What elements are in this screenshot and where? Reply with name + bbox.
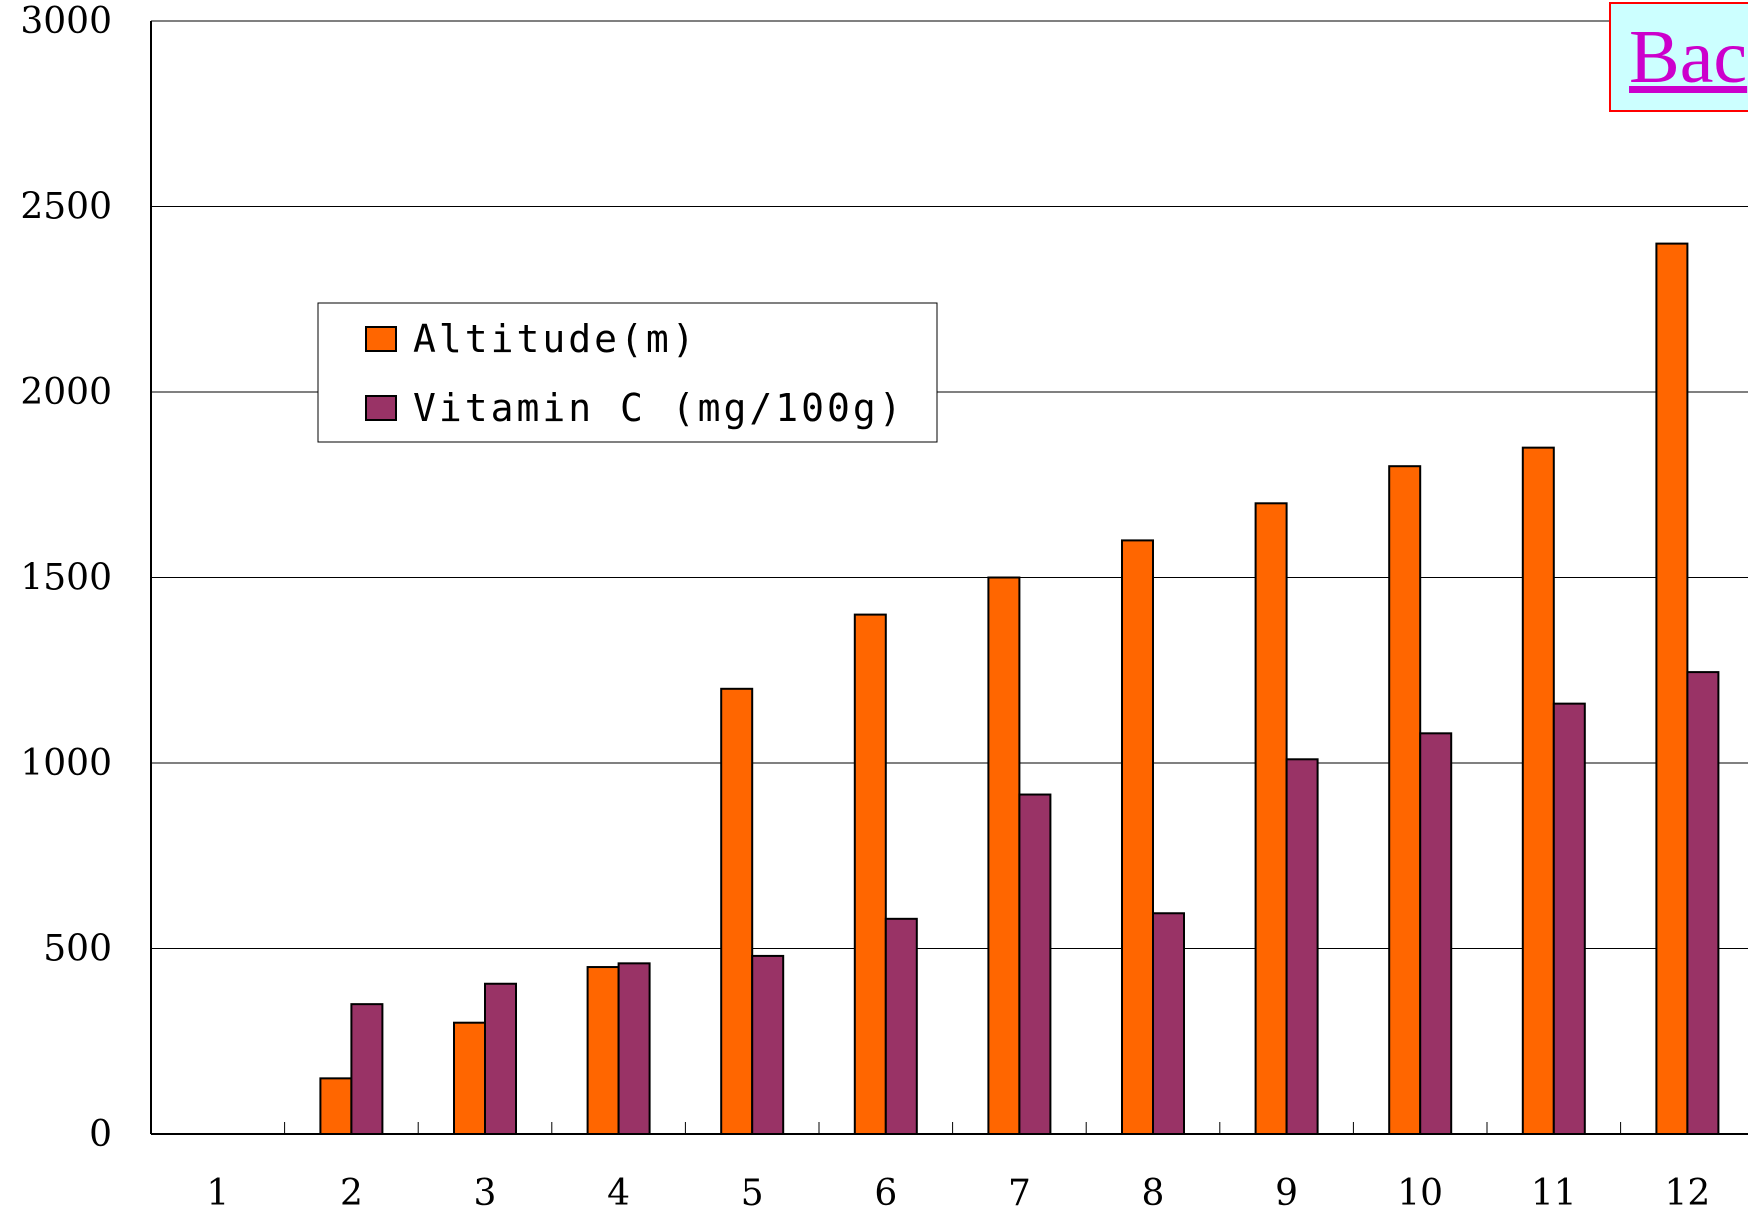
bar-vitamin-c [617, 962, 651, 1136]
bar-altitude [853, 613, 887, 1135]
x-tick-label: 10 [1397, 1173, 1443, 1214]
x-tick-label: 9 [1275, 1173, 1298, 1214]
bar-vitamin-c [1552, 702, 1586, 1135]
x-tick-label: 12 [1664, 1173, 1710, 1214]
bar-vitamin-c [751, 954, 785, 1135]
bar-vitamin-c [350, 1003, 384, 1136]
x-tick-label: 8 [1142, 1173, 1165, 1214]
bar-altitude [586, 966, 620, 1135]
bar-altitude [1521, 446, 1555, 1135]
bar-altitude [1388, 465, 1422, 1135]
y-tick-label: 1000 [20, 743, 112, 784]
bar-vitamin-c [1018, 793, 1052, 1135]
x-axis-tick-labels: 1 2 3 4 5 6 7 8 9 10 11 12 [206, 1173, 1710, 1214]
legend-swatch-vitamin-c [365, 395, 397, 421]
x-tick-label: 7 [1008, 1173, 1031, 1214]
bar-vitamin-c [884, 917, 918, 1135]
y-tick-label: 3000 [20, 1, 112, 42]
bar-altitude [453, 1021, 486, 1136]
bar-altitude [720, 687, 754, 1135]
x-tick-label: 3 [474, 1173, 497, 1214]
legend-label: Vitamin C (mg/100g) [413, 386, 905, 430]
y-tick-label: 2000 [20, 372, 112, 413]
back-button-label: Bac [1629, 15, 1748, 99]
bar-vitamin-c [1686, 671, 1720, 1135]
y-tick-label: 500 [43, 929, 112, 970]
legend: Altitude(m) Vitamin C (mg/100g) [317, 302, 938, 443]
x-tick-label: 11 [1531, 1173, 1577, 1214]
grid-lines [151, 20, 1748, 949]
bar-vitamin-c [1419, 732, 1453, 1135]
y-tick-label: 1500 [20, 558, 112, 599]
axes [150, 21, 1748, 1135]
x-tick-label: 4 [607, 1173, 630, 1214]
x-tick-label: 1 [206, 1173, 229, 1214]
bar-altitude [1655, 242, 1689, 1136]
y-tick-label: 2500 [20, 187, 112, 228]
x-tick-label: 2 [340, 1173, 363, 1214]
x-tick-label: 6 [874, 1173, 897, 1214]
bar-altitude [319, 1077, 353, 1135]
bar-vitamin-c [484, 982, 517, 1135]
bar-altitude [1254, 502, 1288, 1135]
bar-vitamin-c [1152, 912, 1185, 1135]
legend-swatch-altitude [365, 326, 397, 352]
y-tick-label: 0 [89, 1114, 112, 1155]
bars [319, 242, 1720, 1136]
y-axis-tick-labels: 0 500 1000 1500 2000 2500 3000 [20, 1, 112, 1155]
x-tick-label: 5 [741, 1173, 764, 1214]
legend-box [317, 302, 938, 443]
bar-vitamin-c [1285, 758, 1319, 1135]
legend-label: Altitude(m) [413, 317, 698, 361]
back-button[interactable]: Bac [1609, 2, 1748, 112]
bar-altitude [1121, 539, 1154, 1135]
bar-altitude [987, 576, 1021, 1135]
